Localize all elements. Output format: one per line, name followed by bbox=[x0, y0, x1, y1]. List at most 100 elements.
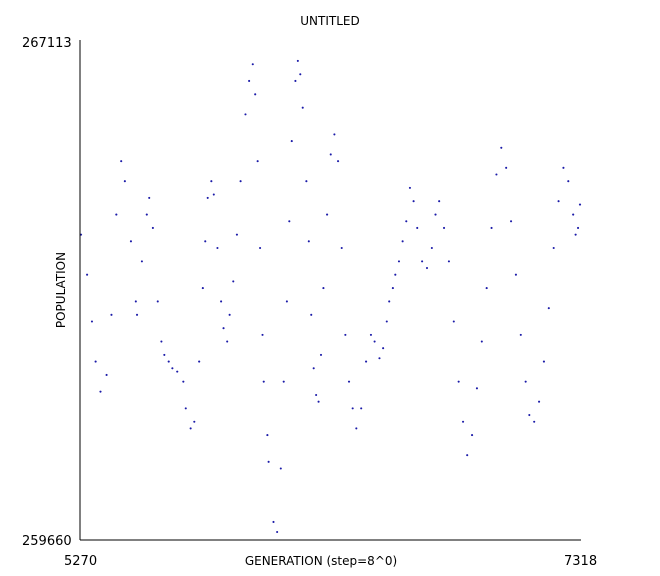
data-point bbox=[171, 367, 174, 370]
data-point bbox=[299, 73, 302, 76]
data-point bbox=[160, 340, 163, 343]
data-point bbox=[421, 260, 424, 263]
data-point bbox=[120, 160, 123, 163]
data-point bbox=[408, 186, 411, 189]
data-point bbox=[163, 353, 166, 356]
data-point bbox=[129, 240, 132, 243]
data-point bbox=[355, 427, 358, 430]
data-point bbox=[442, 226, 446, 230]
data-point bbox=[212, 193, 215, 196]
data-point bbox=[135, 313, 139, 316]
data-point bbox=[206, 196, 209, 199]
data-point bbox=[405, 220, 408, 223]
data-point bbox=[235, 233, 238, 236]
data-point bbox=[210, 180, 213, 183]
data-point bbox=[266, 434, 269, 437]
data-point bbox=[447, 260, 450, 263]
data-point bbox=[351, 407, 354, 410]
data-point bbox=[151, 226, 154, 230]
data-point bbox=[198, 360, 201, 363]
data-point bbox=[123, 180, 126, 183]
data-point bbox=[438, 200, 441, 203]
data-point bbox=[401, 240, 404, 243]
data-point bbox=[204, 240, 207, 243]
data-point bbox=[490, 226, 493, 230]
data-point bbox=[282, 380, 285, 383]
data-point bbox=[294, 79, 297, 83]
data-point bbox=[378, 357, 381, 360]
data-point bbox=[485, 287, 488, 290]
data-point bbox=[434, 213, 437, 216]
data-point bbox=[226, 340, 229, 343]
data-point bbox=[547, 307, 550, 310]
data-point bbox=[105, 373, 108, 377]
data-point bbox=[216, 246, 219, 250]
data-point bbox=[574, 233, 577, 236]
data-point bbox=[538, 400, 541, 403]
data-point bbox=[480, 340, 483, 343]
data-point bbox=[267, 460, 270, 463]
x-axis-label: GENERATION (step=8^0) bbox=[245, 554, 397, 568]
data-point bbox=[244, 113, 247, 116]
data-point bbox=[167, 360, 170, 363]
data-point bbox=[256, 160, 259, 163]
data-point bbox=[193, 420, 196, 423]
data-point bbox=[176, 370, 179, 373]
data-point bbox=[466, 454, 469, 457]
data-point bbox=[524, 380, 527, 383]
data-point bbox=[99, 390, 102, 393]
data-point bbox=[290, 140, 293, 143]
data-point bbox=[430, 246, 433, 250]
data-point bbox=[319, 353, 323, 356]
data-point bbox=[317, 400, 320, 403]
data-point bbox=[279, 467, 282, 470]
data-point bbox=[385, 320, 388, 323]
y-axis-label: POPULATION bbox=[54, 252, 68, 328]
data-point bbox=[156, 300, 159, 303]
point-layer bbox=[79, 59, 582, 534]
data-point bbox=[388, 300, 391, 303]
data-point bbox=[562, 166, 565, 169]
data-point bbox=[577, 226, 580, 230]
data-point bbox=[201, 287, 204, 290]
data-point bbox=[110, 313, 113, 316]
data-point bbox=[462, 420, 465, 423]
data-point bbox=[382, 347, 385, 350]
data-point bbox=[344, 333, 347, 336]
data-point bbox=[145, 213, 148, 216]
data-point bbox=[90, 320, 94, 323]
data-point bbox=[259, 246, 262, 250]
data-point bbox=[86, 273, 89, 276]
data-point bbox=[315, 393, 318, 397]
data-point bbox=[140, 260, 143, 263]
data-point bbox=[542, 360, 545, 363]
data-point bbox=[248, 79, 251, 83]
data-point bbox=[239, 180, 242, 183]
data-point bbox=[301, 106, 304, 109]
data-point bbox=[471, 434, 474, 437]
data-point bbox=[189, 427, 192, 430]
data-point bbox=[333, 133, 336, 136]
data-point bbox=[261, 333, 264, 336]
data-point bbox=[232, 280, 235, 283]
data-point bbox=[312, 367, 315, 370]
y-tick-label-max: 267113 bbox=[22, 36, 72, 51]
data-point bbox=[272, 520, 275, 524]
data-point bbox=[326, 213, 329, 216]
data-point bbox=[397, 260, 401, 263]
data-point bbox=[528, 414, 531, 417]
data-point bbox=[552, 246, 555, 250]
data-point bbox=[510, 220, 513, 223]
data-point bbox=[514, 273, 517, 276]
data-point bbox=[495, 173, 498, 176]
data-point bbox=[285, 300, 288, 303]
data-point bbox=[220, 300, 223, 303]
x-tick-label-min: 5270 bbox=[64, 554, 97, 569]
data-point bbox=[115, 213, 118, 216]
data-point bbox=[475, 387, 478, 390]
data-point bbox=[578, 203, 582, 206]
data-point bbox=[307, 240, 310, 243]
data-point bbox=[557, 200, 560, 203]
data-point bbox=[310, 313, 313, 316]
